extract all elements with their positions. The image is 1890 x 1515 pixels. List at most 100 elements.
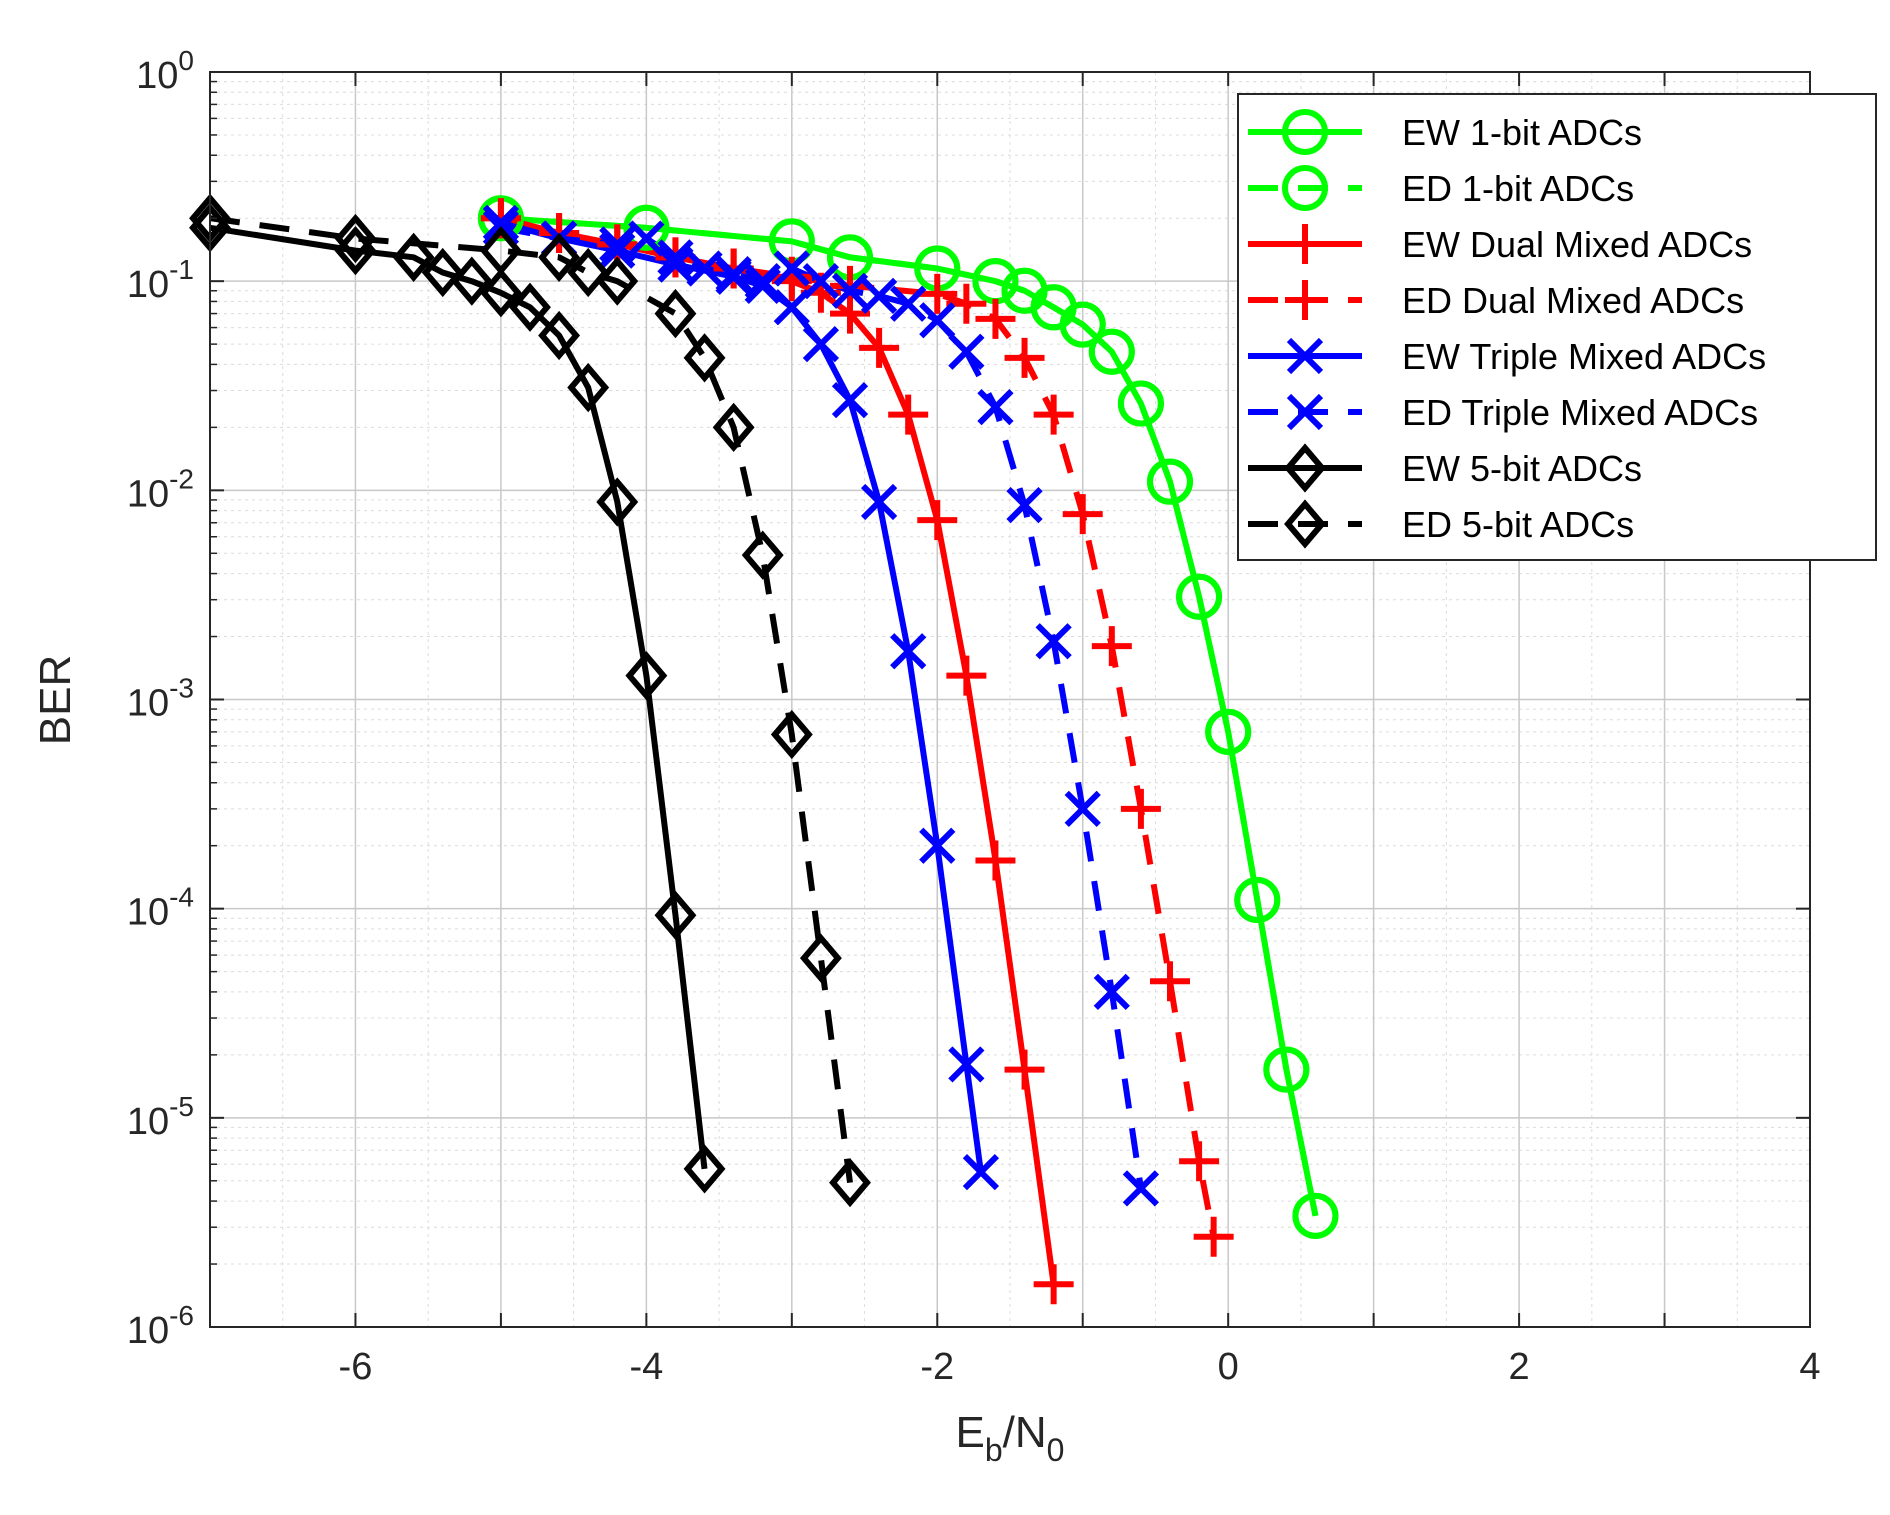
data-point-series-8 xyxy=(799,933,842,983)
y-tick-label-exponent: -6 xyxy=(169,1300,194,1331)
data-point-series-8 xyxy=(334,213,377,264)
data-point-series-6 xyxy=(773,250,810,287)
data-point-series-2 xyxy=(1234,877,1281,924)
legend-swatch-marker xyxy=(1285,224,1325,264)
legend-label: EW 5-bit ADCs xyxy=(1402,448,1642,489)
legend-label: ED Dual Mixed ADCs xyxy=(1402,280,1744,321)
legend-swatch-marker xyxy=(1286,393,1324,431)
data-point-series-4 xyxy=(1033,394,1074,435)
legend-swatch-marker xyxy=(1282,109,1328,155)
y-tick-label-base: 10 xyxy=(127,1310,169,1352)
data-point-series-7 xyxy=(683,1144,726,1194)
data-point-series-6 xyxy=(831,272,869,309)
y-tick-label-base: 10 xyxy=(127,473,169,515)
x-tick-label: 0 xyxy=(1218,1346,1239,1388)
data-point-series-5 xyxy=(599,232,636,269)
data-point-series-6 xyxy=(657,239,694,276)
data-point-series-6 xyxy=(715,256,752,293)
data-point-series-7 xyxy=(450,256,493,306)
y-tick-label: 100 xyxy=(136,45,194,97)
legend-label: EW Dual Mixed ADCs xyxy=(1402,224,1752,265)
data-point-series-4 xyxy=(917,273,958,314)
data-point-series-8 xyxy=(741,530,784,580)
y-axis-label: BER xyxy=(31,655,80,745)
y-tick-label-exponent: -1 xyxy=(169,254,194,285)
data-point-series-5 xyxy=(657,246,694,283)
data-point-series-6 xyxy=(977,388,1014,426)
data-point-series-3 xyxy=(1033,1264,1074,1305)
data-point-series-4 xyxy=(1004,337,1045,378)
data-point-series-7 xyxy=(392,232,435,282)
y-tick-label: 10-1 xyxy=(127,254,194,306)
data-point-series-4 xyxy=(1120,788,1161,829)
x-axis-label-sub2: 0 xyxy=(1047,1432,1065,1468)
data-point-series-3 xyxy=(1004,1049,1045,1090)
data-point-series-4 xyxy=(1091,626,1132,667)
data-point-series-2 xyxy=(1205,708,1252,755)
data-point-series-2 xyxy=(1263,1046,1310,1093)
legend-entries: EW 1-bit ADCs ED 1-bit ADCs EW Dual Mixed … xyxy=(1248,109,1766,549)
data-point-series-6 xyxy=(744,263,781,300)
data-point-series-6 xyxy=(1093,973,1130,1011)
data-point-series-8 xyxy=(770,709,813,760)
legend-label: ED 1-bit ADCs xyxy=(1402,168,1634,209)
data-point-series-4 xyxy=(1179,1141,1220,1182)
data-point-series-6 xyxy=(599,226,636,263)
data-point-series-5 xyxy=(948,1046,985,1083)
data-point-series-8 xyxy=(596,256,639,306)
legend: EW 1-bit ADCs ED 1-bit ADCs EW Dual Mixed … xyxy=(1237,93,1877,561)
data-point-series-6 xyxy=(1122,1170,1160,1207)
x-tick-label: -6 xyxy=(339,1346,373,1388)
y-tick-label-base: 10 xyxy=(127,892,169,934)
data-point-series-7 xyxy=(567,362,610,413)
data-point-series-4 xyxy=(830,265,870,306)
data-point-series-8 xyxy=(712,402,755,453)
y-tick-label-exponent: -5 xyxy=(169,1091,194,1122)
legend-box xyxy=(1237,93,1877,561)
data-point-series-6 xyxy=(1035,623,1072,660)
data-point-series-5 xyxy=(482,204,520,241)
y-tick-label-base: 10 xyxy=(127,683,169,725)
data-point-series-6 xyxy=(802,263,840,300)
legend-label: ED Triple Mixed ADCs xyxy=(1402,392,1758,433)
data-point-series-8 xyxy=(538,232,581,282)
data-point-series-5 xyxy=(773,289,810,326)
y-tick-label-exponent: 0 xyxy=(178,45,194,76)
data-point-series-8 xyxy=(567,247,610,298)
x-axis-label-main: E xyxy=(956,1408,985,1457)
data-point-series-6 xyxy=(1064,790,1101,827)
data-point-series-8 xyxy=(479,225,522,276)
legend-swatch-marker xyxy=(1282,165,1328,211)
y-tick-label: 10-2 xyxy=(127,463,194,515)
data-point-series-7 xyxy=(538,310,581,361)
data-point-series-8 xyxy=(654,288,697,339)
legend-label: EW 1-bit ADCs xyxy=(1402,112,1642,153)
data-point-series-6 xyxy=(890,285,927,322)
x-tick-labels: -6 -4 -2 0 2 4 xyxy=(339,1346,1821,1388)
legend-swatch-marker xyxy=(1285,280,1325,320)
data-point-series-2 xyxy=(1147,458,1193,505)
data-point-series-7 xyxy=(479,268,522,318)
legend-label: ED 5-bit ADCs xyxy=(1402,504,1634,545)
legend-swatch-marker xyxy=(1286,337,1324,375)
data-point-series-5 xyxy=(890,633,927,670)
series-markers xyxy=(189,193,1339,1305)
data-point-series-3 xyxy=(917,500,958,541)
x-axis-label-sep: /N xyxy=(1003,1408,1047,1457)
data-point-series-2 xyxy=(1176,573,1223,620)
data-point-series-3 xyxy=(975,840,1016,881)
x-tick-label: -2 xyxy=(920,1346,954,1388)
data-point-series-3 xyxy=(888,394,929,435)
data-point-series-7 xyxy=(421,247,464,298)
data-point-series-6 xyxy=(628,220,665,257)
data-point-series-5 xyxy=(860,483,898,521)
data-point-series-2 xyxy=(1088,328,1135,375)
data-point-series-3 xyxy=(946,655,987,696)
y-tick-label-exponent: -4 xyxy=(169,882,194,913)
data-point-series-4 xyxy=(975,298,1016,339)
data-point-series-4 xyxy=(1150,961,1190,1002)
series-line-7 xyxy=(209,224,708,1170)
data-point-series-7 xyxy=(596,477,639,527)
